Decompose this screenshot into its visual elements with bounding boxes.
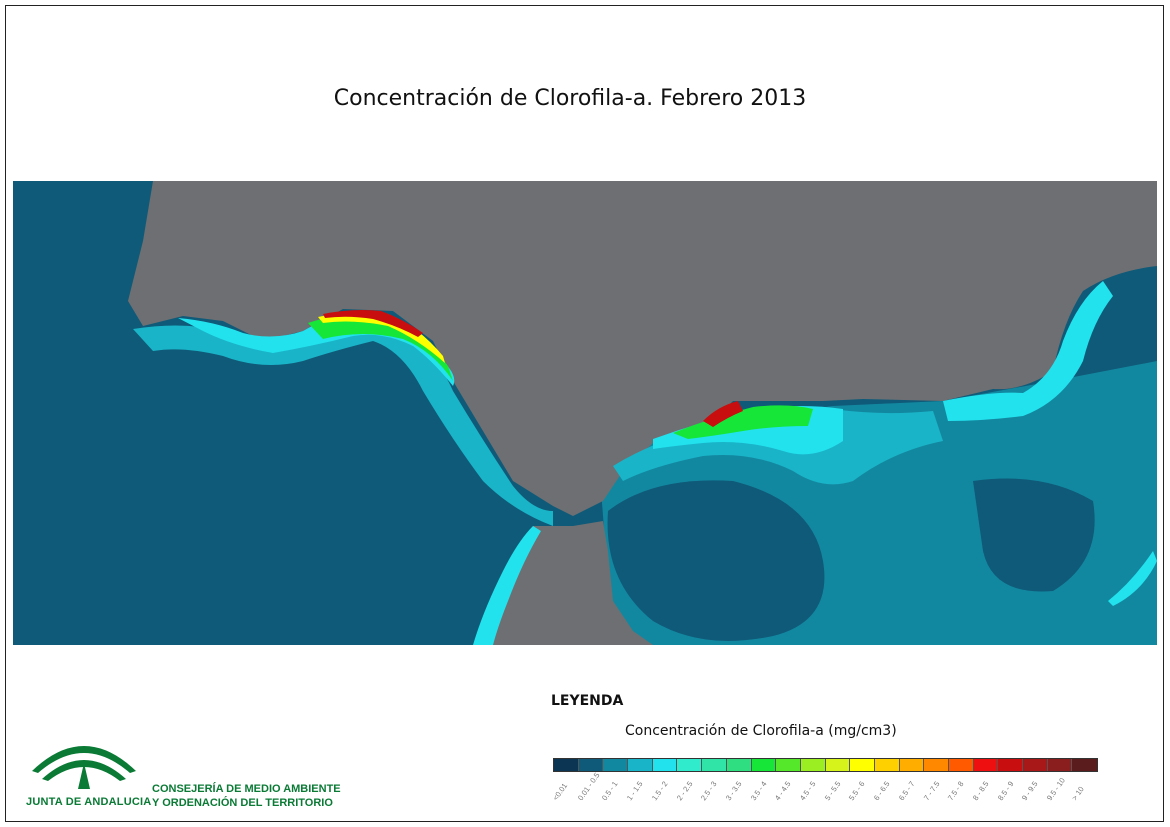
legend-swatch [726, 759, 752, 771]
bloom-cadiz-red [323, 310, 423, 337]
eastern-south-band [1108, 551, 1157, 606]
legend-class-label: 0.5 - 1 [600, 779, 620, 803]
legend-swatch [850, 759, 875, 771]
alboran-bloom-green [673, 405, 813, 439]
legend-swatch [924, 759, 949, 771]
legend-swatch [1047, 759, 1073, 771]
legend-swatch [800, 759, 826, 771]
legend-swatch [973, 759, 999, 771]
legend-class-label: 1.5 - 2 [649, 779, 670, 803]
legend-swatch [899, 759, 925, 771]
logo-organization: CONSEJERÍA DE MEDIO AMBIENTE Y ORDENACIÓ… [152, 782, 341, 810]
legend-class-label: 3.5 - 4 [748, 779, 769, 803]
chlorophyll-map [13, 181, 1157, 645]
legend-class-label: 9 - 9.5 [1020, 779, 1040, 803]
legend-swatch [776, 759, 801, 771]
legend-class-label: 5 - 5.5 [822, 779, 843, 803]
legend-class-label: 5.5 - 6 [847, 779, 867, 803]
legend-swatch [677, 759, 703, 771]
legend-swatch [652, 759, 678, 771]
legend-class-label: 8 - 8.5 [970, 779, 991, 803]
alboran-deep-basin [607, 480, 825, 641]
legend-swatch [825, 759, 851, 771]
legend-swatch [603, 759, 629, 771]
legend-swatch [874, 759, 900, 771]
legend-class-label: 7 - 7.5 [921, 779, 942, 803]
legend-class-label: 7.5 - 8 [946, 779, 966, 803]
legend-class-label: 3 - 3.5 [723, 779, 744, 803]
atlantic-coastal-band [133, 318, 553, 526]
legend-class-label: <0.01 [550, 781, 570, 803]
land-iberia [128, 181, 1157, 516]
logo-org-line1: CONSEJERÍA DE MEDIO AMBIENTE [152, 783, 341, 795]
legend-swatch [1072, 759, 1098, 771]
bloom-cadiz-green [308, 314, 453, 381]
map-title: Concentración de Clorofila-a. Febrero 20… [333, 86, 807, 111]
legend-class-label: > 10 [1069, 784, 1086, 803]
legend-heading: LEYENDA [551, 693, 624, 709]
eastern-coastal-band [943, 281, 1113, 421]
legend-class-label: 6.5 - 7 [896, 779, 917, 803]
africa-coastal-band [473, 526, 541, 645]
legend-swatch [628, 759, 653, 771]
legend-swatch [751, 759, 777, 771]
legend-swatch [998, 759, 1024, 771]
junta-andalucia-logo [32, 746, 136, 789]
logo-name: JUNTA DE ANDALUCIA [26, 796, 152, 808]
legend-class-label: 2.5 - 3 [699, 779, 719, 803]
legend-swatch [554, 759, 579, 771]
legend-class-label: 4 - 4.5 [773, 779, 793, 803]
legend-subtitle: Concentración de Clorofila-a (mg/cm3) [625, 723, 897, 739]
legend-swatch [1023, 759, 1048, 771]
legend-class-label: 1 - 1.5 [625, 779, 645, 803]
legend-swatch [578, 759, 604, 771]
legend-class-label: 6 - 6.5 [872, 779, 892, 803]
logo-org-line2: Y ORDENACIÓN DEL TERRITORIO [152, 797, 333, 809]
page-frame [5, 5, 1164, 822]
legend-swatch [949, 759, 974, 771]
alboran-bloom-red [703, 401, 743, 427]
legend-class-label: 4.5 - 5 [797, 779, 818, 803]
legend-class-label: 9.5 - 10 [1044, 776, 1067, 803]
legend-swatch [702, 759, 727, 771]
east-deep-patch [973, 478, 1095, 592]
legend-color-bar [553, 758, 1099, 772]
legend-class-label: 0.01 - 0.5 [575, 770, 602, 803]
legend-class-label: 8.5 - 9 [995, 779, 1016, 803]
legend-class-label: 2 - 2.5 [674, 779, 695, 803]
